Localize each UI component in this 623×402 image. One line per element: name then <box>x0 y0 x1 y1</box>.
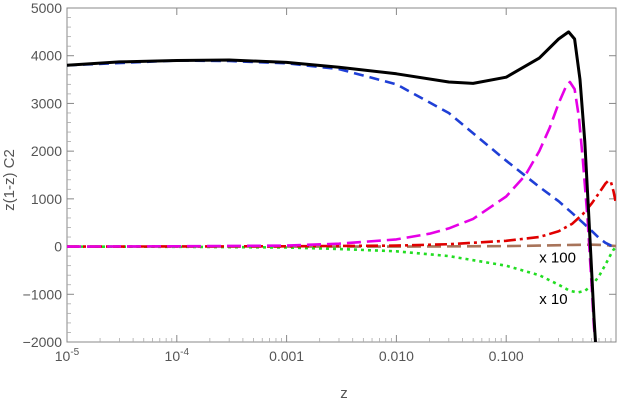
series-line-magenta-dashed <box>67 80 597 342</box>
x-tick-label: 0.001 <box>269 348 304 364</box>
y-tick-label: 0 <box>54 239 62 255</box>
y-tick-label: 1000 <box>31 191 62 207</box>
x-tick-label-exponent: -5 <box>70 347 79 358</box>
y-tick-label: 3000 <box>31 95 62 111</box>
series-line-red-dash-dot <box>67 179 616 248</box>
series-clip-group <box>67 30 616 342</box>
plot-frame <box>66 7 617 343</box>
x-tick-label: 10-5 <box>55 347 80 364</box>
x-tick-label: 0.100 <box>489 348 524 364</box>
x-tick-label: 0.010 <box>379 348 414 364</box>
x-tick-label-base: 10 <box>55 348 71 364</box>
annotation-label: x 10 <box>539 291 567 308</box>
y-axis-label: z(1-z) C2 <box>1 149 18 211</box>
x-tick-label: 10-4 <box>165 347 190 364</box>
series-line-blue-dashed <box>67 59 616 248</box>
x-tick-label-base: 10 <box>165 348 181 364</box>
series-line-total <box>67 30 597 342</box>
series-line-x-100-brown-dashed <box>67 243 616 248</box>
annotation-layer: x 100 x 10 <box>539 249 576 308</box>
x-tick-label-exponent: -4 <box>180 347 189 358</box>
x-axis-label: z <box>340 385 348 402</box>
y-tick-label: −1000 <box>23 286 63 302</box>
annotation-label: x 100 <box>539 249 576 266</box>
series-line-x-10-green-dotted <box>67 245 616 294</box>
y-tick-label: 5000 <box>31 0 62 16</box>
y-tick-label: 2000 <box>31 143 62 159</box>
series-layer <box>67 30 616 342</box>
y-tick-label: 4000 <box>31 48 62 64</box>
ticks-layer: 10-5 10-4 0.001 0.010 0.100−2000−10000100020… <box>23 0 616 364</box>
y-tick-label: −2000 <box>23 334 63 350</box>
